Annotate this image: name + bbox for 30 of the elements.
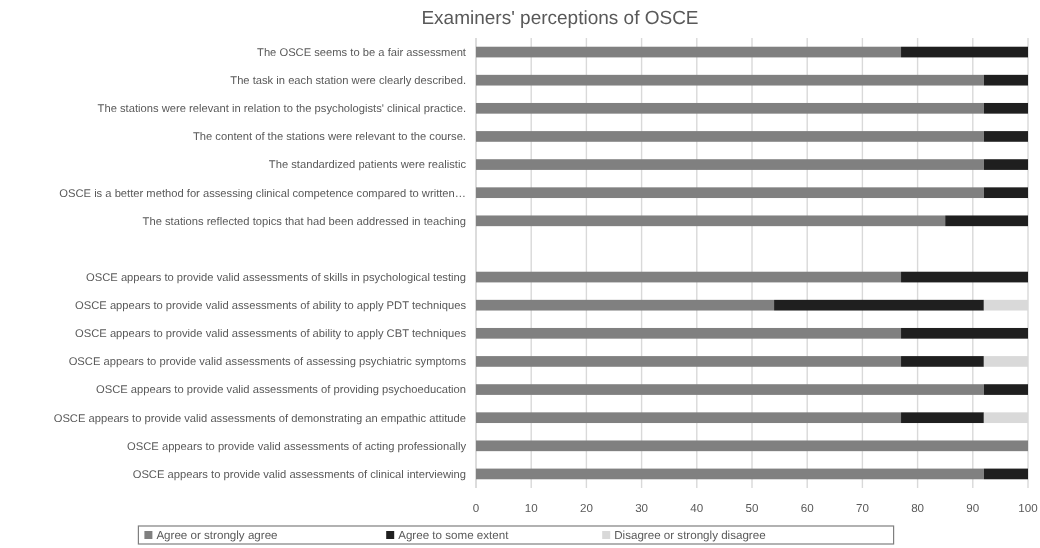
bar — [476, 74, 984, 86]
bar — [983, 468, 1028, 480]
bar — [476, 131, 984, 142]
bar — [901, 327, 1028, 339]
bar — [945, 215, 1028, 227]
bar — [983, 384, 1028, 395]
bar — [476, 187, 984, 199]
bar — [476, 440, 1028, 452]
bar — [476, 46, 902, 58]
bar — [476, 356, 902, 367]
bar — [901, 271, 1028, 283]
bar — [476, 384, 984, 395]
bar — [983, 102, 1028, 114]
bar — [901, 356, 984, 367]
bar — [476, 271, 902, 283]
bar — [476, 412, 902, 424]
bar — [476, 299, 775, 311]
bar — [476, 102, 984, 114]
bar — [983, 74, 1028, 86]
bar — [983, 131, 1028, 142]
bar — [476, 215, 946, 227]
bar — [774, 299, 984, 311]
bar — [476, 159, 984, 170]
bar — [901, 46, 1028, 58]
bar — [476, 468, 984, 480]
bar — [983, 187, 1028, 199]
chart-title: Examiners' perceptions of OSCE — [421, 8, 699, 30]
bar — [901, 412, 984, 424]
bar — [983, 159, 1028, 170]
bar — [476, 327, 902, 339]
